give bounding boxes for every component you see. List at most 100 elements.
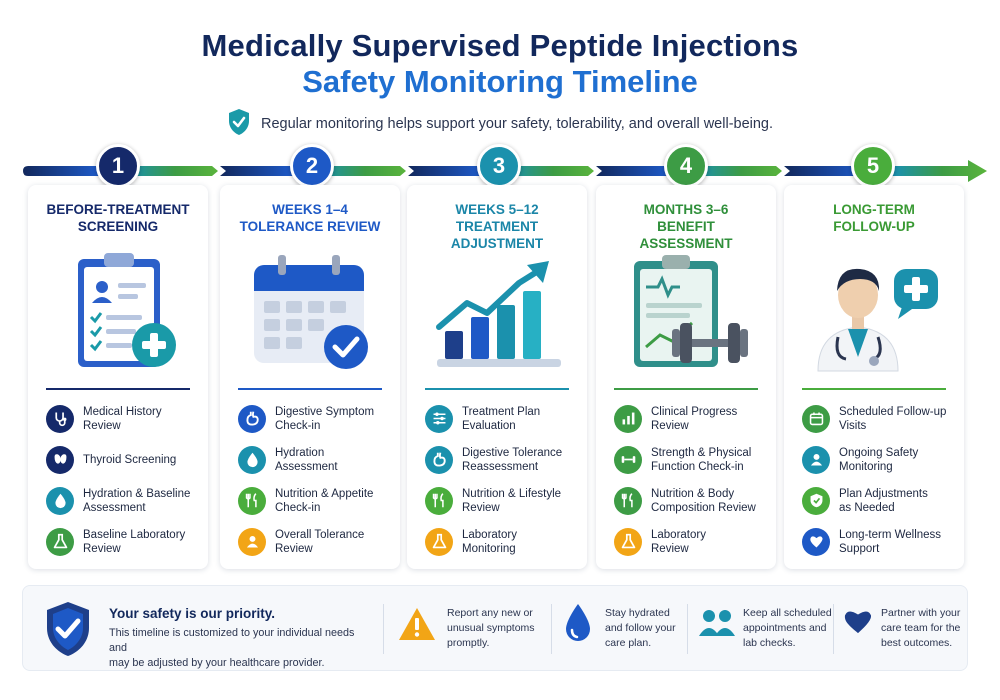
- item-label: Digestive Tolerance: [462, 446, 563, 459]
- water-drop-icon: [238, 445, 266, 474]
- item-label: Strength & Physical: [651, 446, 752, 459]
- footer-tip: Report any new or unusual symptoms promp…: [447, 606, 535, 651]
- item-label: Clinical Progress: [651, 405, 738, 418]
- item-label: Check-in: [275, 419, 321, 432]
- item-label: Thyroid Screening: [83, 453, 177, 466]
- fork-knife-icon: [425, 486, 453, 515]
- step-title-line: WEEKS 5–12: [455, 202, 539, 217]
- shield-check-icon: [227, 108, 251, 140]
- list-item: Medical History Review: [46, 398, 204, 439]
- item-label: Nutrition & Lifestyle: [462, 487, 562, 500]
- footer-divider: [687, 604, 688, 654]
- list-item: Baseline Laboratory Review: [46, 521, 204, 562]
- step-title-line: SCREENING: [77, 219, 159, 234]
- card-divider: [614, 388, 758, 390]
- item-label: Long-term Wellness: [839, 528, 942, 541]
- item-label: Review: [83, 419, 121, 432]
- lab-flask-icon: [614, 527, 642, 556]
- list-item: Plan Adjustments as Needed: [802, 480, 960, 521]
- step-card-2: WEEKS 1–4 TOLERANCE REVIEW Digestive Sym…: [220, 185, 400, 569]
- subtitle-row: Regular monitoring helps support your sa…: [0, 108, 1000, 140]
- tip-line: Stay hydrated: [605, 607, 670, 619]
- step-title-line: ASSESSMENT: [639, 236, 733, 251]
- fork-knife-icon: [238, 486, 266, 515]
- card-divider: [802, 388, 946, 390]
- item-label: Review: [83, 542, 121, 555]
- footer-divider: [551, 604, 552, 654]
- list-item: Nutrition & Appetite Check-in: [238, 480, 396, 521]
- item-label: Laboratory: [651, 528, 706, 541]
- step-card-3: WEEKS 5–12 TREATMENT ADJUSTMENT Treatmen…: [407, 185, 587, 569]
- sliders-icon: [425, 404, 453, 433]
- card-divider: [425, 388, 569, 390]
- step-title-line: BENEFIT: [657, 219, 715, 234]
- lab-flask-icon: [46, 527, 74, 556]
- item-label: Assessment: [83, 501, 146, 514]
- shield-check-icon: [43, 600, 93, 663]
- step-2-circle: 2: [290, 144, 334, 188]
- tip-line: appointments and: [743, 622, 827, 634]
- item-label: Laboratory: [462, 528, 517, 541]
- item-label: Scheduled Follow-up: [839, 405, 947, 418]
- step-title-line: MONTHS 3–6: [643, 202, 729, 217]
- item-label: Overall Tolerance: [275, 528, 365, 541]
- step-items: Digestive Symptom Check-in Hydration Asses…: [238, 398, 396, 562]
- footer-divider: [383, 604, 384, 654]
- subtitle-text: Regular monitoring helps support your sa…: [260, 116, 774, 132]
- step-card-1: BEFORE-TREATMENT SCREENING Medical Histo…: [28, 185, 208, 569]
- footer-tip: Keep all scheduled appointments and lab …: [743, 606, 832, 651]
- item-label: Visits: [839, 419, 867, 432]
- item-label: Ongoing Safety: [839, 446, 919, 459]
- tip-line: and follow your: [605, 622, 676, 634]
- step-5-circle: 5: [851, 144, 895, 188]
- calendar-icon: [802, 404, 830, 433]
- item-label: Composition Review: [651, 501, 756, 514]
- stethoscope-icon: [46, 404, 74, 433]
- step-title-line: BEFORE-TREATMENT: [46, 202, 190, 217]
- step-title-line: WEEKS 1–4: [272, 202, 348, 217]
- step-items: Treatment Plan Evaluation Digestive Toler…: [425, 398, 583, 562]
- water-drop-icon: [46, 486, 74, 515]
- footer-text-line: may be adjusted by your healthcare provi…: [109, 657, 325, 669]
- item-label: Hydration: [275, 446, 325, 459]
- tip-line: Report any new or: [447, 607, 533, 619]
- card-divider: [46, 388, 190, 390]
- step-items: Clinical Progress Review Strength & Physi…: [614, 398, 772, 562]
- person-icon: [802, 445, 830, 474]
- item-label: Check-in: [275, 501, 321, 514]
- heart-icon: [802, 527, 830, 556]
- item-label: Support: [839, 542, 880, 555]
- item-label: Nutrition & Appetite: [275, 487, 374, 500]
- bar-chart-icon: [614, 404, 642, 433]
- step-title: WEEKS 5–12 TREATMENT ADJUSTMENT: [407, 201, 587, 252]
- page-subtitle-title: Safety Monitoring Timeline: [302, 64, 698, 99]
- list-item: Laboratory Review: [614, 521, 772, 562]
- item-label: Nutrition & Body: [651, 487, 735, 500]
- list-item: Treatment Plan Evaluation: [425, 398, 583, 439]
- tip-line: Keep all scheduled: [743, 607, 832, 619]
- list-item: Laboratory Monitoring: [425, 521, 583, 562]
- item-label: Review: [275, 542, 313, 555]
- footer-divider: [833, 604, 834, 654]
- doctor-chat-icon: [804, 247, 944, 377]
- list-item: Clinical Progress Review: [614, 398, 772, 439]
- step-title-line: FOLLOW-UP: [833, 219, 915, 234]
- thyroid-icon: [46, 445, 74, 474]
- item-label: Function Check-in: [651, 460, 744, 473]
- list-item: Ongoing Safety Monitoring: [802, 439, 960, 480]
- step-card-4: MONTHS 3–6 BENEFIT ASSESSMENT Clinical P…: [596, 185, 776, 569]
- item-label: Baseline Laboratory: [83, 528, 186, 541]
- tip-line: promptly.: [447, 637, 490, 649]
- water-drop-icon: [563, 602, 593, 649]
- item-label: Monitoring: [462, 542, 516, 555]
- step-title-line: LONG-TERM: [833, 202, 915, 217]
- stomach-icon: [425, 445, 453, 474]
- clipboard-checklist-icon: [48, 247, 188, 377]
- step-1-circle: 1: [96, 144, 140, 188]
- footer-text: This timeline is customized to your indi…: [109, 626, 371, 671]
- item-label: Assessment: [275, 460, 338, 473]
- card-divider: [238, 388, 382, 390]
- tip-line: care plan.: [605, 637, 652, 649]
- list-item: Digestive Symptom Check-in: [238, 398, 396, 439]
- item-label: Reassessment: [462, 460, 539, 473]
